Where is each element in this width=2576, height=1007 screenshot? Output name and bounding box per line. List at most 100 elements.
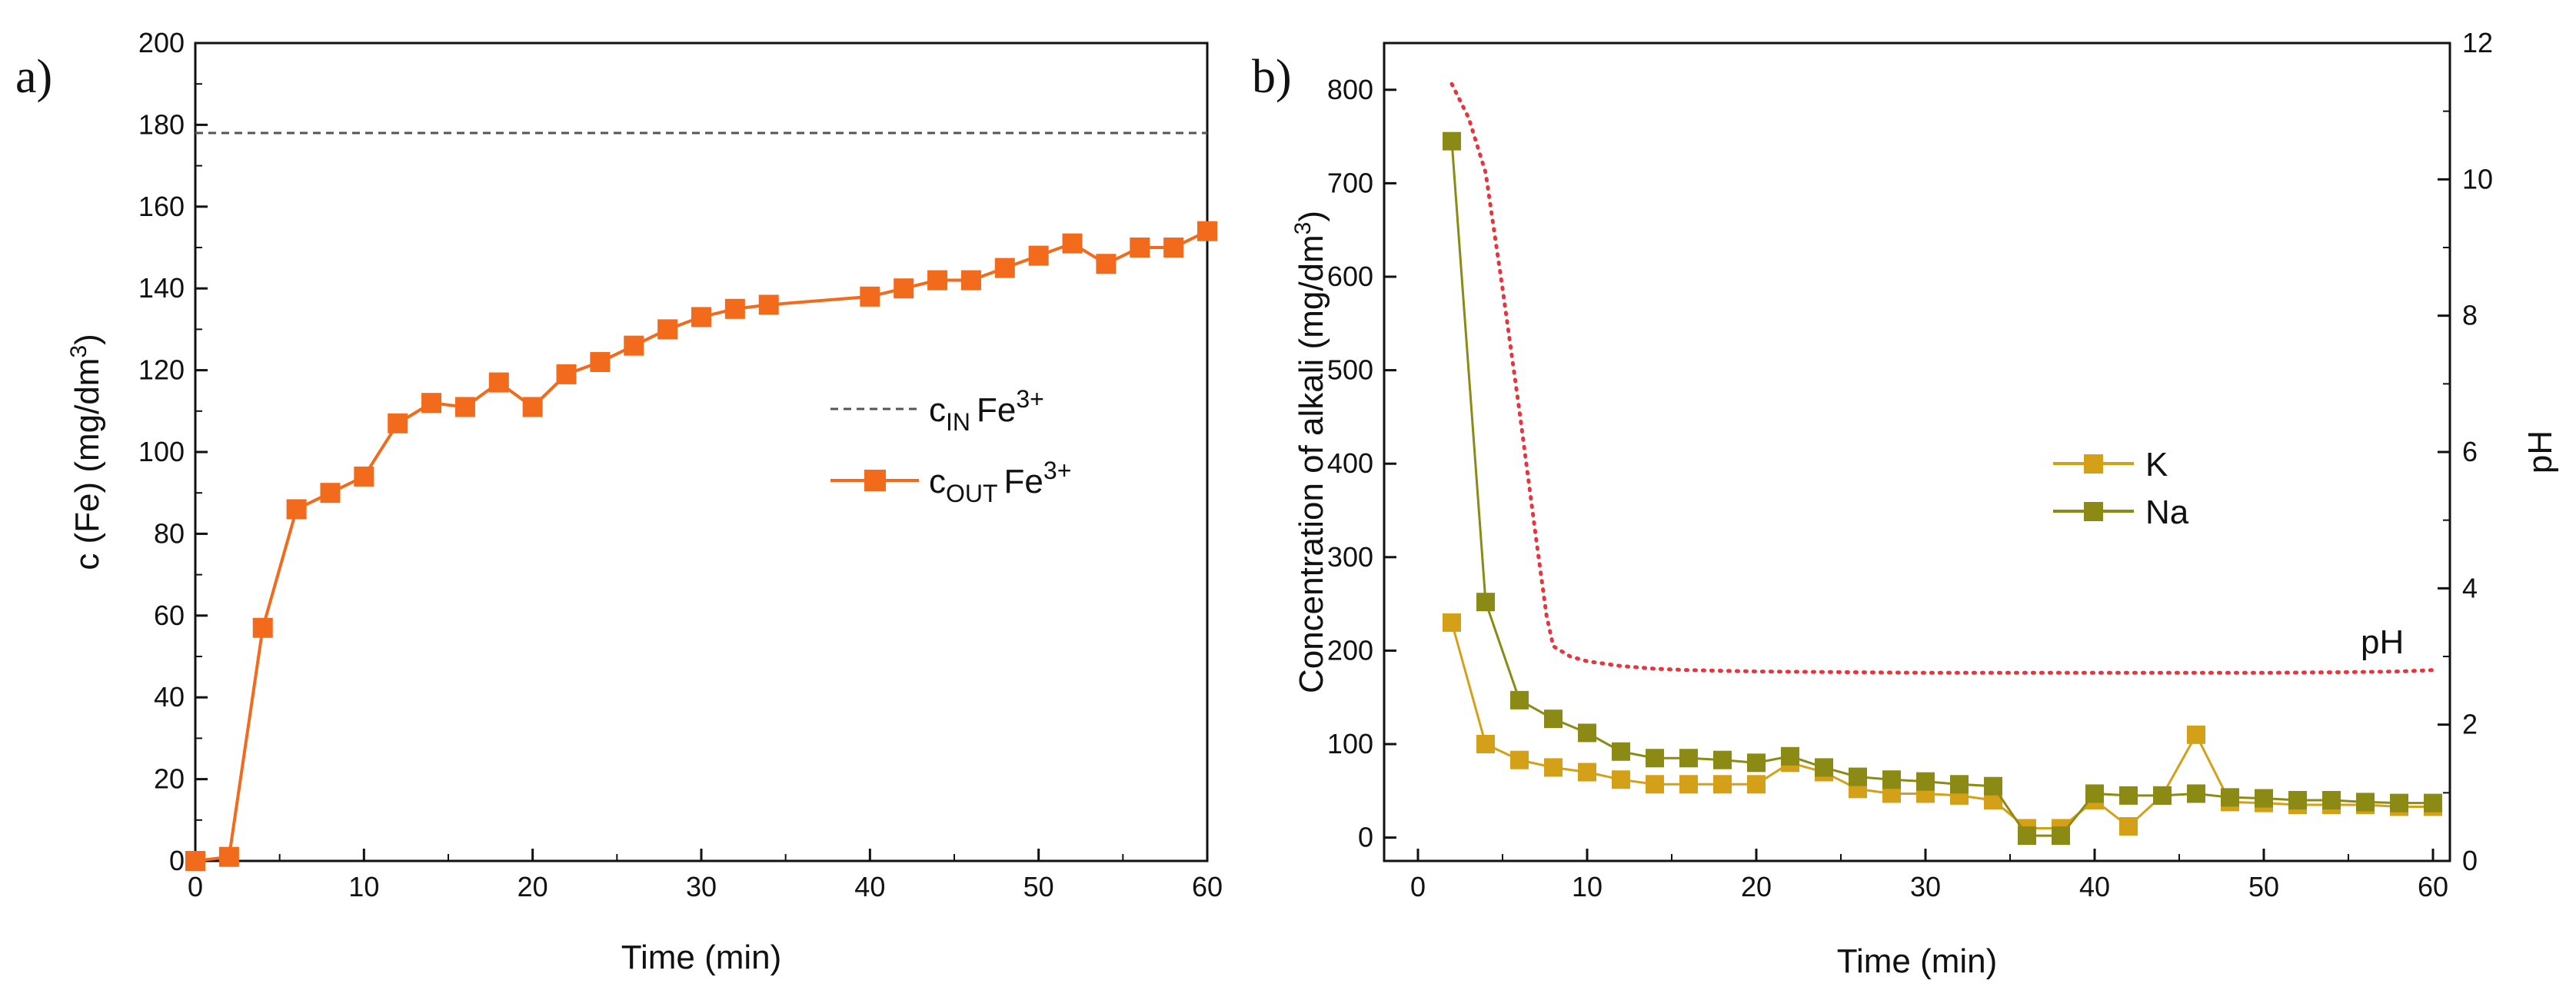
panel-b-na-point [2119,786,2138,805]
panel-a-y-tick-label: 20 [154,763,185,795]
panel-b-ph-line [1449,81,2435,675]
panel-a-cout-point [724,298,745,319]
panel-a-y-tick-label: 160 [138,191,185,222]
panel-b-na-point [1443,131,1461,151]
panel-a-x-tick-label: 30 [686,871,717,902]
panel-b-y-tick-label: 600 [1327,261,1373,292]
panel-a-y-tick-label: 40 [154,681,185,713]
panel-b-na-point [1984,776,2002,796]
panel-a: a) 0 10 20 30 40 50 60 0 20 40 60 80 100 120 140 160 180… [15,27,1223,976]
panel-a-y-tick-label: 200 [138,27,185,58]
panel-b-y2-tick-label: 12 [2462,27,2493,58]
panel-a-cout-point [185,851,205,871]
legend-cout-swatch-marker [864,470,886,491]
panel-b-x-tick-label: 50 [2248,871,2279,902]
panel-b-na-point [1544,710,1563,729]
legend-cout-sup: 3+ [1043,457,1071,484]
panel-b-na-point [1713,750,1732,769]
legend-cin-main: c [929,391,946,429]
panel-b-y2-tick-label: 8 [2462,300,2478,331]
panel-a-label: a) [15,51,52,103]
panel-b-y2-tick-label: 10 [2462,163,2493,194]
panel-b-na-point [1646,749,1664,768]
panel-a-cout-point [994,258,1015,278]
panel-a-y-tick-label: 100 [138,436,185,467]
panel-b-na-point [1882,770,1901,789]
panel-a-cout-point [354,466,374,487]
panel-b-y2-label: pH [2521,430,2559,474]
panel-b-na-point [2187,784,2205,803]
panel-b-k-point [2119,817,2138,836]
panel-b: b) 0 10 20 30 40 50 60010020030040050060070080… [1252,27,2559,980]
panel-a-cout-point [1197,221,1217,241]
panel-a-cout-point [624,335,644,356]
panel-b-na-point [2221,788,2239,807]
panel-a-y-label: c (Fe) (mg/dm3) [66,334,106,570]
panel-a-cout-point [1062,233,1083,254]
panel-b-na-point [1578,723,1596,743]
panel-b-na-point [2052,826,2070,846]
panel-b-y-label: Concentration of alkali (mg/dm3) [1290,211,1330,693]
panel-a-cout-point [488,372,509,393]
panel-a-cout-point [860,286,880,307]
panel-b-y2-tick-label: 4 [2462,572,2478,603]
panel-a-cout-point [1163,238,1184,258]
legend-cout-species: Fe [1004,463,1043,500]
panel-a-cout-point [1130,238,1150,258]
panel-a-x-tick-label: 50 [1023,871,1054,902]
panel-b-na-point [1476,593,1495,612]
panel-b-na-point [2288,790,2307,809]
panel-b-na-line [1450,141,2433,837]
panel-b-k-point [1612,770,1630,789]
legend-cout-label: cOUT Fe3+ [929,457,1071,507]
legend-cin-species: Fe [977,391,1016,429]
panel-b-na-point [2153,786,2172,805]
panel-a-y-tick-label: 0 [169,845,185,876]
panel-b-y-tick-label: 100 [1327,728,1373,759]
panel-b-k-point [1713,775,1732,794]
panel-b-k-point [1747,775,1766,794]
panel-a-cout-point [252,617,273,638]
panel-b-y-tick-label: 0 [1358,822,1373,853]
panel-b-k-point [1646,775,1664,794]
panel-a-y-tick-label: 120 [138,354,185,386]
panel-b-na-point [1612,742,1630,761]
panel-b-na-point [1747,753,1766,773]
panel-b-x-tick-label: 40 [2079,871,2110,902]
panel-a-cout-point [927,270,948,291]
panel-b-x-tick-label: 0 [1410,871,1426,902]
panel-b-na-point [2018,826,2036,846]
panel-b-y-tick-label: 800 [1327,74,1373,105]
panel-a-cout-point [454,397,475,417]
panel-a-y-tick-label: 180 [138,108,185,140]
panel-b-na-point [1510,690,1529,710]
panel-a-x-tick-label: 60 [1192,871,1223,902]
panel-b-y-label-main: Concentration of alkali (mg/dm [1293,234,1330,693]
panel-b-x-tick-label: 10 [1572,871,1603,902]
panel-b-x-label: Time (min) [1837,942,1998,980]
panel-b-na-point [2390,793,2408,813]
panel-b-y-label-close: ) [1293,211,1330,222]
panel-b-na-point [2255,789,2273,808]
panel-b-na-point [1916,772,1935,791]
legend-cout-sub: OUT [946,480,998,507]
panel-b-label: b) [1252,51,1292,103]
panel-a-cout-point [320,483,341,504]
panel-b-x-tick-label: 30 [1910,871,1941,902]
panel-b-na-point [1815,758,1833,777]
panel-a-legend: cIN Fe3+ cOUT Fe3+ [830,385,1071,507]
panel-b-k-point [1510,750,1529,769]
panel-a-y-tick-label: 80 [154,517,185,549]
panel-b-y-tick-label: 700 [1327,167,1373,198]
panel-a-y-label-close: ) [68,334,106,345]
panel-a-cout-point [218,846,239,867]
panel-a-cout-point [1096,254,1117,274]
panel-a-cout-point [421,393,442,414]
panel-b-k-point [1578,763,1596,782]
panel-b-plot-frame [1383,42,2451,862]
panel-b-x-tick-label: 60 [2418,871,2448,902]
panel-a-y-tick-label: 60 [154,600,185,631]
panel-b-k-point [1544,758,1563,777]
legend-na-swatch-marker [2084,502,2103,521]
panel-b-na-point [1679,749,1698,768]
